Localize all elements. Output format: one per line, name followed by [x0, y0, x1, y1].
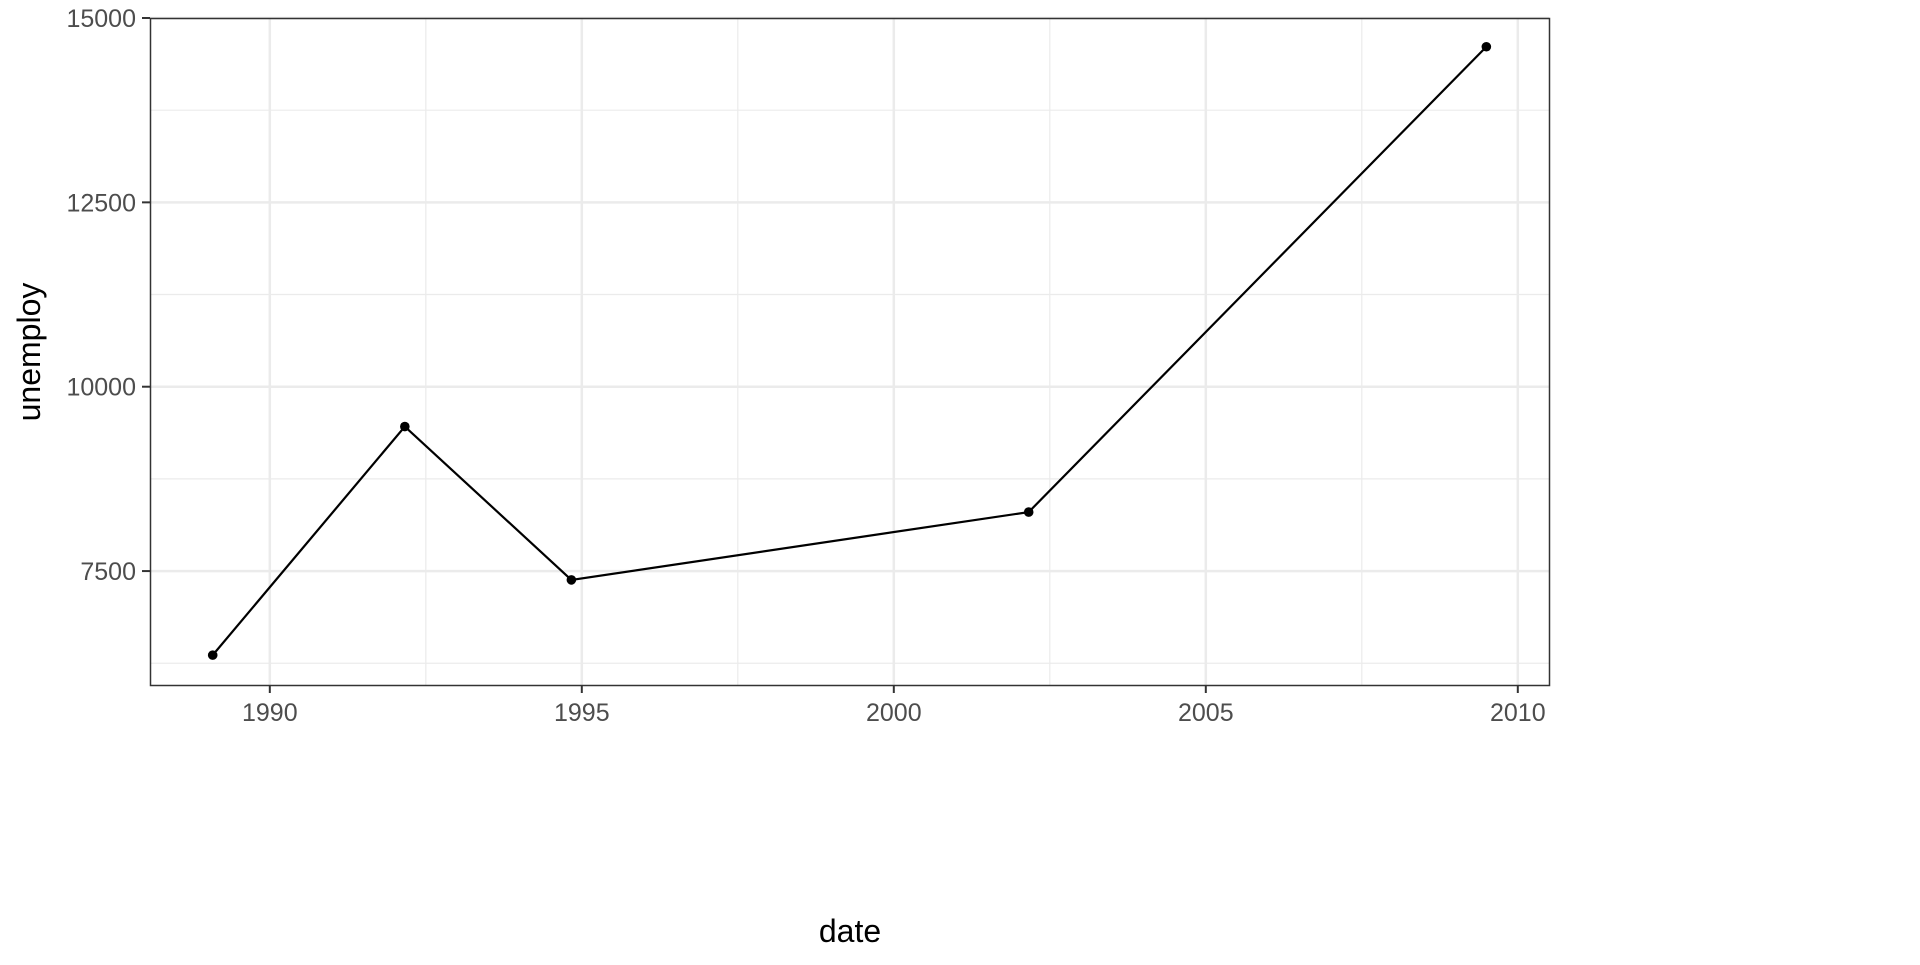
data-point [1023, 507, 1034, 517]
x-tick-label: 1995 [554, 699, 610, 727]
x-tick-label: 2000 [866, 699, 922, 727]
y-tick-label: 12500 [66, 189, 136, 217]
y-tick-label: 7500 [80, 558, 136, 586]
plot-panel-border [149, 17, 1551, 687]
series-line [211, 45, 1488, 656]
data-point [1481, 41, 1492, 52]
x-axis-label: date [819, 913, 881, 949]
y-tick-label: 15000 [66, 5, 136, 33]
y-axis-label: unemploy [11, 283, 47, 422]
data-point [566, 575, 577, 585]
grid [150, 16, 1549, 685]
data-point [400, 421, 410, 432]
axes: 1990 1995 2000 2005 2010 7500 10000 12500 15000 [66, 5, 1545, 727]
x-tick-label: 1990 [242, 699, 298, 727]
data-point [207, 650, 218, 660]
x-tick-label: 2005 [1178, 699, 1234, 727]
y-tick-label: 10000 [66, 374, 136, 402]
x-tick-label: 2010 [1490, 699, 1546, 727]
data-marks [207, 41, 1492, 660]
